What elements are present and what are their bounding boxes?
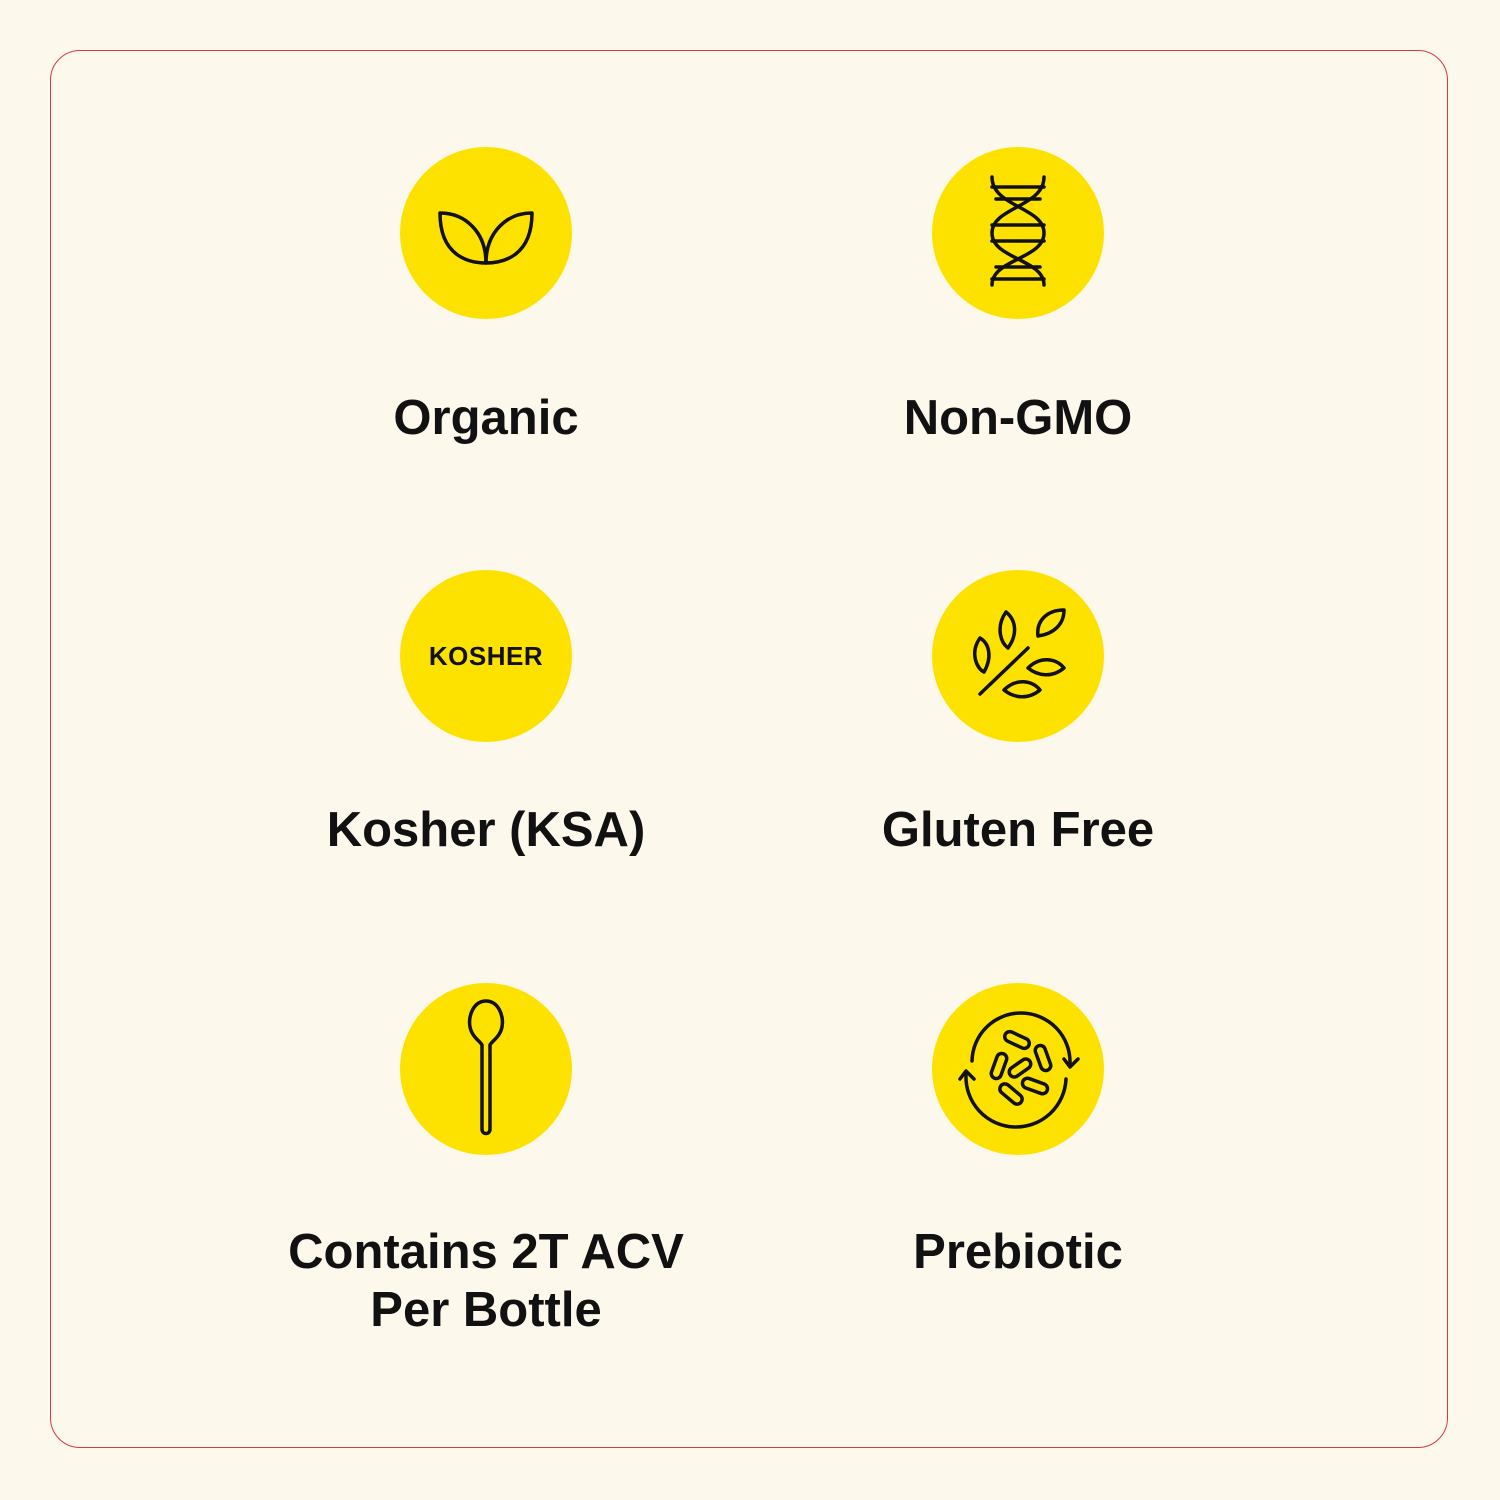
- spoon-icon: [400, 983, 572, 1155]
- feature-label-kosher: Kosher (KSA): [326, 803, 646, 857]
- feature-label-organic: Organic: [393, 391, 579, 445]
- feature-label-acv: Contains 2T ACV Per Bottle: [226, 1223, 746, 1339]
- kosher-text-icon: KOSHER: [400, 570, 572, 742]
- leaf-icon: [400, 147, 572, 319]
- feature-label-prebiotic: Prebiotic: [913, 1225, 1123, 1279]
- bacteria-cycle-icon: [932, 983, 1104, 1155]
- wheat-icon: [932, 570, 1104, 742]
- feature-label-non-gmo: Non-GMO: [903, 391, 1133, 445]
- feature-card: [50, 50, 1448, 1448]
- feature-label-acv-line-2: Per Bottle: [370, 1283, 602, 1337]
- kosher-icon-text: KOSHER: [428, 640, 544, 671]
- feature-label-gluten-free: Gluten Free: [881, 803, 1155, 857]
- feature-label-acv-line-1: Contains 2T ACV: [288, 1225, 684, 1279]
- dna-icon: [932, 147, 1104, 319]
